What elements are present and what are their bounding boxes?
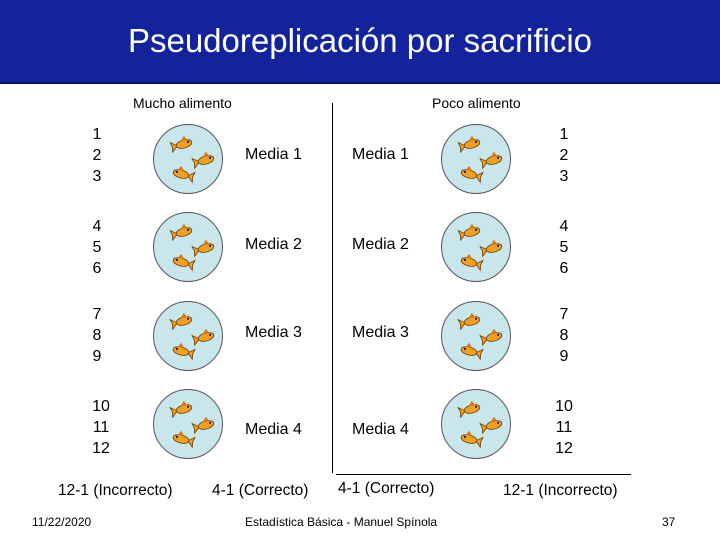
replicate-number: 2 [559, 147, 569, 164]
replicate-number: 9 [92, 348, 102, 365]
left-media-label: Media 1 [245, 146, 302, 163]
fish-icon [191, 328, 215, 347]
fish-icon [479, 151, 503, 170]
fish-icon [191, 416, 215, 435]
replicate-number: 8 [559, 327, 569, 344]
right-media-label: Media 1 [352, 146, 409, 163]
left-replicate-numbers-1: 1 2 3 [77, 124, 117, 187]
replicate-number: 4 [92, 218, 102, 235]
right-replicate-numbers-2: 4 5 6 [544, 216, 584, 279]
fish-bowl-icon [441, 389, 511, 459]
slide-title: Pseudoreplicación por sacrificio [127, 22, 593, 59]
fish-icon [460, 342, 484, 361]
left-replicate-numbers-3: 7 8 9 [77, 304, 117, 367]
right-media-label: Media 2 [352, 236, 409, 253]
replicate-number: 5 [559, 239, 569, 256]
replicate-number: 9 [559, 348, 569, 365]
fish-bowl-icon [441, 124, 511, 194]
right-correct-df: 4-1 (Correcto) [338, 480, 435, 497]
fish-icon [169, 135, 193, 154]
fish-icon [169, 400, 193, 419]
fish-icon [457, 312, 481, 331]
right-replicate-numbers-4: 10 11 12 [544, 396, 584, 459]
page-number: 37 [662, 515, 676, 529]
replicate-number: 7 [92, 306, 102, 323]
fish-icon [172, 342, 196, 361]
fish-icon [479, 239, 503, 258]
replicate-number: 3 [559, 168, 569, 185]
fish-icon [191, 151, 215, 170]
replicate-number: 6 [559, 260, 569, 277]
fish-icon [169, 223, 193, 242]
right-media-label: Media 4 [352, 421, 409, 438]
replicate-number: 2 [92, 147, 102, 164]
left-media-label: Media 4 [245, 421, 302, 438]
fish-icon [172, 165, 196, 184]
replicate-number: 3 [92, 168, 102, 185]
left-correct-df: 4-1 (Correcto) [212, 482, 309, 499]
replicate-number: 1 [559, 126, 569, 143]
replicate-number: 7 [559, 306, 569, 323]
fish-icon [460, 253, 484, 272]
fish-icon [169, 312, 193, 331]
footer-title: Estadística Básica - Manuel Spínola [245, 515, 438, 529]
replicate-number: 11 [555, 419, 573, 436]
fish-icon [172, 430, 196, 449]
replicate-number: 6 [92, 260, 102, 277]
replicate-number: 8 [92, 327, 102, 344]
left-column-header: Mucho alimento [133, 95, 232, 111]
right-media-label: Media 3 [352, 324, 409, 341]
center-divider [332, 103, 333, 473]
title-bar: Pseudoreplicación por sacrificio [0, 0, 720, 84]
fish-icon [457, 223, 481, 242]
fish-icon [460, 165, 484, 184]
replicate-number: 12 [555, 440, 573, 457]
replicate-number: 1 [92, 126, 102, 143]
replicate-number: 12 [92, 440, 110, 457]
fish-icon [479, 416, 503, 435]
left-media-label: Media 3 [245, 324, 302, 341]
right-replicate-numbers-1: 1 2 3 [544, 124, 584, 187]
fish-bowl-icon [441, 301, 511, 371]
fish-bowl-icon [153, 212, 223, 282]
fish-icon [460, 430, 484, 449]
replicate-number: 5 [92, 239, 102, 256]
fish-icon [457, 400, 481, 419]
fish-bowl-icon [441, 212, 511, 282]
fish-icon [191, 239, 215, 258]
replicate-number: 10 [555, 398, 573, 415]
fish-bowl-icon [153, 124, 223, 194]
fish-icon [479, 328, 503, 347]
fish-icon [457, 135, 481, 154]
right-incorrect-df: 12-1 (Incorrecto) [503, 482, 618, 499]
bottom-rule [336, 474, 631, 475]
footer-date: 11/22/2020 [32, 515, 92, 529]
replicate-number: 10 [92, 398, 110, 415]
left-media-label: Media 2 [245, 236, 302, 253]
fish-bowl-icon [153, 301, 223, 371]
right-column-header: Poco alimento [432, 95, 521, 111]
left-replicate-numbers-2: 4 5 6 [77, 216, 117, 279]
replicate-number: 11 [92, 419, 110, 436]
left-incorrect-df: 12-1 (Incorrecto) [58, 482, 173, 499]
right-replicate-numbers-3: 7 8 9 [544, 304, 584, 367]
fish-bowl-icon [153, 389, 223, 459]
fish-icon [172, 253, 196, 272]
left-replicate-numbers-4: 10 11 12 [81, 396, 121, 459]
replicate-number: 4 [559, 218, 569, 235]
